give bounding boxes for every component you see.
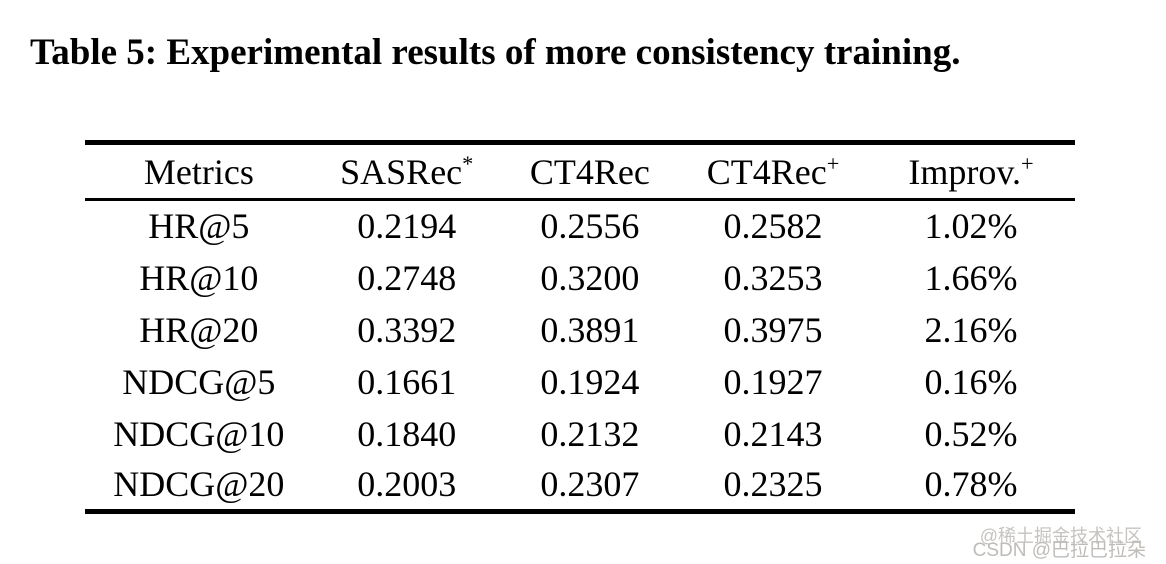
value-cell-sasrec: 0.1661 [357,361,457,402]
table-row: HR@5 0.2194 0.2556 0.2582 1.02% [85,200,1075,252]
value-cell-ct4rec-plus: 0.1927 [723,361,823,402]
table-caption: Table 5: Experimental results of more co… [30,32,961,73]
value-cell-sasrec: 0.2194 [357,206,457,247]
value-cell-sasrec: 0.1840 [357,413,457,454]
metric-cell: HR@20 [139,309,259,350]
header-cell-metrics: Metrics [85,143,313,200]
value-cell-ct4rec-plus: 0.3975 [723,309,823,350]
value-cell-sasrec: 0.2748 [357,257,457,298]
header-cell-sasrec: SASRec* [313,143,501,200]
value-cell-ct4rec-plus: 0.3253 [723,257,823,298]
value-cell-improv: 0.52% [924,413,1018,454]
header-label: CT4Rec [529,151,650,192]
value-cell-ct4rec: 0.2556 [540,206,640,247]
header-superscript: + [1021,150,1034,176]
header-superscript: + [826,150,840,176]
value-cell-ct4rec: 0.2307 [540,464,640,505]
value-cell-ct4rec-plus: 0.2143 [723,413,823,454]
value-cell-improv: 1.02% [924,206,1018,247]
table-row: NDCG@10 0.1840 0.2132 0.2143 0.52% [85,408,1075,460]
header-label: Metrics [143,151,254,192]
value-cell-sasrec: 0.2003 [357,464,457,505]
metric-cell: HR@5 [148,206,250,247]
value-cell-improv: 0.78% [924,464,1018,505]
header-superscript: * [462,150,474,176]
value-cell-ct4rec: 0.1924 [540,361,640,402]
table-row: HR@10 0.2748 0.3200 0.3253 1.66% [85,252,1075,304]
header-label: SASRec [340,151,463,192]
table-header-row: Metrics SASRec* CT4Rec CT4Rec+ Improv.+ [85,143,1075,200]
value-cell-ct4rec: 0.3200 [540,257,640,298]
value-cell-ct4rec: 0.2132 [540,413,640,454]
header-label: Improv. [908,151,1022,192]
value-cell-improv: 2.16% [924,309,1018,350]
value-cell-ct4rec-plus: 0.2582 [723,206,823,247]
value-cell-sasrec: 0.3392 [357,309,457,350]
table-row: HR@20 0.3392 0.3891 0.3975 2.16% [85,304,1075,356]
header-cell-improv: Improv.+ [867,143,1075,200]
header-cell-ct4rec: CT4Rec [501,143,679,200]
value-cell-improv: 0.16% [924,361,1018,402]
header-label: CT4Rec [706,151,827,192]
table-row: NDCG@20 0.2003 0.2307 0.2325 0.78% [85,460,1075,512]
metric-cell: NDCG@10 [113,413,285,454]
table-row: NDCG@5 0.1661 0.1924 0.1927 0.16% [85,356,1075,408]
metric-cell: NDCG@20 [113,464,285,505]
value-cell-ct4rec: 0.3891 [540,309,640,350]
metric-cell: NDCG@5 [122,361,276,402]
watermark-csdn: CSDN @巴拉巴拉朵 [972,540,1146,561]
value-cell-improv: 1.66% [924,257,1018,298]
watermark-juejin: @稀土掘金技术社区 [979,526,1142,546]
metric-cell: HR@10 [139,257,259,298]
header-cell-ct4rec-plus: CT4Rec+ [679,143,867,200]
value-cell-ct4rec-plus: 0.2325 [723,464,823,505]
results-table: Metrics SASRec* CT4Rec CT4Rec+ Improv.+ … [85,140,1075,514]
